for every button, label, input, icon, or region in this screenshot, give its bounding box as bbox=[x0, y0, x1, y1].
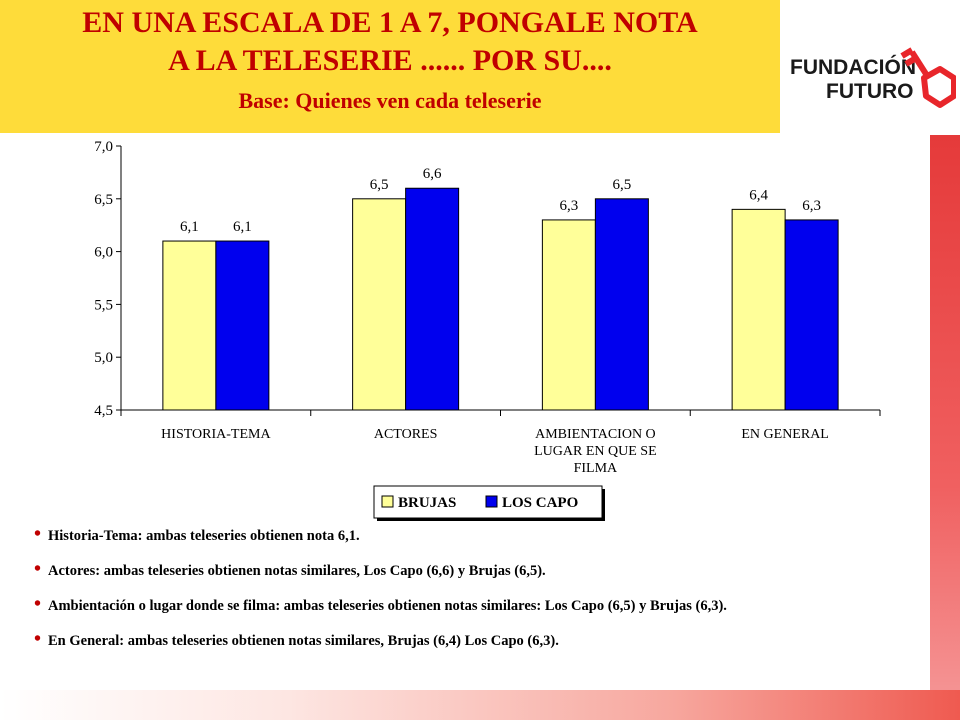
y-axis-ticks: 4,5 5,0 5,5 6,0 6,5 7,0 bbox=[94, 139, 121, 419]
note-text: Historia-Tema: ambas teleseries obtienen… bbox=[48, 528, 360, 544]
bar-chart: 4,5 5,0 5,5 6,0 6,5 7,0 6,1 6,1 6,5 6,6 6,3 6,5 6,4… bbox=[94, 139, 881, 521]
page-subtitle: Base: Quienes ven cada teleserie bbox=[238, 88, 542, 113]
category-labels: HISTORIA-TEMA ACTORES AMBIENTACION O LUGAR … bbox=[161, 427, 829, 476]
bar-brujas bbox=[731, 208, 786, 411]
note-item: • En General: ambas teleseries obtienen n… bbox=[34, 628, 934, 666]
category-label: ACTORES bbox=[374, 427, 438, 442]
title-box: EN UNA ESCALA DE 1 A 7, PONGALE NOTA A L… bbox=[0, 0, 780, 133]
y-tick-label: 5,5 bbox=[94, 297, 113, 313]
logo-text-line-2: FUTURO bbox=[826, 80, 914, 103]
bar-value-label: 6,5 bbox=[613, 177, 632, 193]
category-label: FILMA bbox=[574, 461, 618, 476]
y-tick-label: 5,0 bbox=[94, 350, 113, 366]
page-title-line-1: EN UNA ESCALA DE 1 A 7, PONGALE NOTA bbox=[82, 6, 698, 39]
decorative-bottom-bar bbox=[0, 690, 960, 720]
bar-value-labels: 6,1 6,1 6,5 6,6 6,3 6,5 6,4 6,3 bbox=[180, 166, 821, 235]
y-tick-label: 6,5 bbox=[94, 192, 113, 208]
legend-swatch bbox=[485, 495, 498, 508]
category-label: AMBIENTACION O bbox=[535, 427, 656, 442]
note-text: Actores: ambas teleseries obtienen notas… bbox=[48, 563, 546, 579]
legend-label: BRUJAS bbox=[398, 495, 456, 511]
bar-value-label: 6,1 bbox=[180, 219, 199, 235]
bar-value-label: 6,5 bbox=[370, 177, 389, 193]
bar-los-capo bbox=[784, 219, 839, 411]
bar-los-capo bbox=[215, 240, 270, 411]
legend-label: LOS CAPO bbox=[502, 495, 578, 511]
note-text: En General: ambas teleseries obtienen no… bbox=[48, 633, 559, 649]
bar-value-label: 6,4 bbox=[749, 187, 768, 203]
note-item: • Actores: ambas teleseries obtienen nota… bbox=[34, 558, 934, 596]
bar-los-capo bbox=[594, 198, 649, 411]
note-text: Ambientación o lugar donde se filma: amb… bbox=[48, 598, 727, 614]
bar-value-label: 6,6 bbox=[423, 166, 442, 182]
bar-brujas bbox=[352, 198, 407, 411]
fundacion-futuro-logo: FUNDACIÓN FUTURO bbox=[790, 47, 956, 108]
chart-legend: BRUJAS LOS CAPO bbox=[373, 485, 605, 521]
key-icon bbox=[900, 47, 956, 108]
bar-value-label: 6,3 bbox=[560, 198, 579, 214]
summary-notes: • Historia-Tema: ambas teleseries obtiene… bbox=[34, 523, 934, 666]
category-label: EN GENERAL bbox=[741, 427, 829, 442]
bullet-icon: • bbox=[34, 628, 42, 650]
page-title-line-2: A LA TELESERIE ...... POR SU.... bbox=[168, 44, 612, 77]
decorative-side-bar bbox=[930, 135, 960, 720]
category-label: HISTORIA-TEMA bbox=[161, 427, 271, 442]
bullet-icon: • bbox=[34, 558, 42, 580]
note-item: • Ambientación o lugar donde se filma: am… bbox=[34, 593, 934, 631]
bullet-icon: • bbox=[34, 593, 42, 615]
category-label: LUGAR EN QUE SE bbox=[534, 444, 657, 459]
bar-value-label: 6,3 bbox=[802, 198, 821, 214]
note-item: • Historia-Tema: ambas teleseries obtiene… bbox=[34, 523, 934, 561]
chart-bars bbox=[162, 187, 839, 411]
logo-text-line-1: FUNDACIÓN bbox=[790, 55, 916, 79]
y-tick-label: 7,0 bbox=[94, 139, 113, 155]
legend-swatch bbox=[381, 495, 394, 508]
bar-los-capo bbox=[405, 187, 460, 411]
bar-value-label: 6,1 bbox=[233, 219, 252, 235]
y-tick-label: 4,5 bbox=[94, 403, 113, 419]
bar-brujas bbox=[541, 219, 596, 411]
bullet-icon: • bbox=[34, 523, 42, 545]
bar-brujas bbox=[162, 240, 217, 411]
y-tick-label: 6,0 bbox=[94, 245, 113, 261]
